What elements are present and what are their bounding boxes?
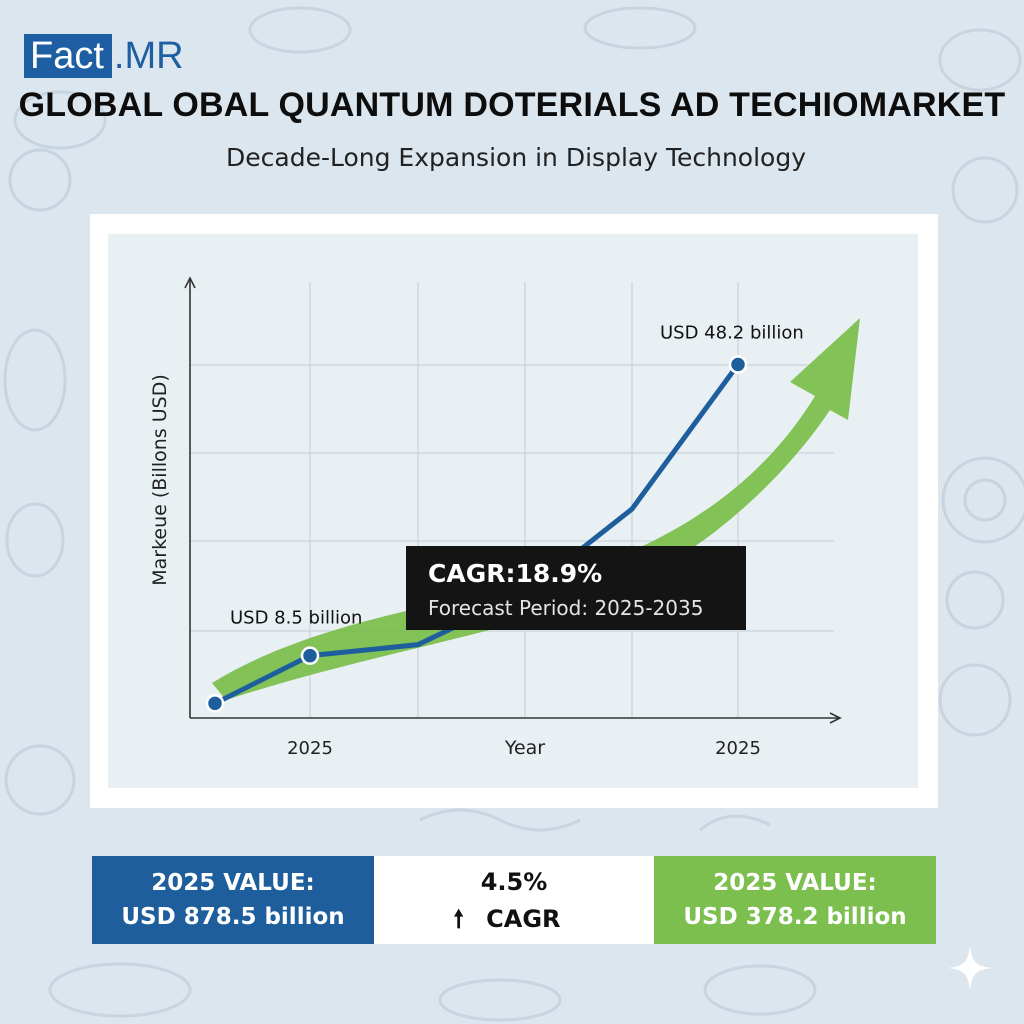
data-point-marker: [205, 694, 225, 713]
cagr-callout: CAGR:18.9% Forecast Period: 2025-2035: [406, 546, 746, 630]
sparkle-icon: [948, 946, 992, 990]
chart-axes: [184, 276, 842, 724]
banner-value-right: 2025 VALUE: USD 378.2 billion: [654, 856, 936, 944]
data-point-marker: [300, 646, 320, 665]
cagr-value: CAGR:18.9%: [428, 559, 603, 588]
page-title: GLOBAL OBAL QUANTUM DOTERIALS AD TECHIOM…: [18, 86, 1006, 124]
banner-cagr: 4.5% 🠕 CAGR: [374, 856, 654, 944]
x-axis-label: Year: [504, 737, 545, 759]
x-tick-label: 2025: [715, 738, 761, 759]
chart-card: [90, 214, 938, 808]
banner-left-label: 2025 VALUE:: [151, 870, 315, 896]
chart-labels: USD 8.5 billion USD 48.2 billion 2025 2025 Y…: [149, 323, 804, 759]
banner-right-label: 2025 VALUE:: [713, 870, 877, 896]
banner-cagr-label-row: 🠕 CAGR: [374, 902, 654, 943]
banner-right-value: USD 378.2 billion: [683, 904, 907, 930]
y-axis-label: Markeue (Billons USD): [149, 374, 171, 586]
y-axis-arrowhead: [184, 276, 196, 289]
banner-value-left: 2025 VALUE: USD 878.5 billion: [92, 856, 374, 944]
banner-cagr-value: 4.5%: [480, 868, 548, 896]
trend-arrow-layer: [212, 318, 860, 700]
up-arrow-icon: 🠕: [453, 905, 464, 933]
data-label: USD 48.2 billion: [660, 323, 804, 344]
data-point-marker: [728, 355, 748, 374]
data-label: USD 8.5 billion: [230, 608, 362, 629]
logo-fact: Fact: [24, 34, 112, 78]
trend-arrow-icon: [212, 318, 860, 700]
banner-left-value: USD 878.5 billion: [121, 904, 345, 930]
page-subtitle: Decade-Long Expansion in Display Technol…: [226, 143, 806, 172]
x-tick-label: 2025: [287, 738, 333, 759]
factmr-logo: Fact .MR: [24, 34, 184, 78]
x-axis-arrowhead: [829, 712, 842, 724]
forecast-period: Forecast Period: 2025-2035: [428, 596, 704, 620]
banner-cagr-label: CAGR: [486, 905, 561, 933]
chart-plot-panel: [108, 234, 918, 788]
logo-mr: .MR: [113, 35, 184, 77]
